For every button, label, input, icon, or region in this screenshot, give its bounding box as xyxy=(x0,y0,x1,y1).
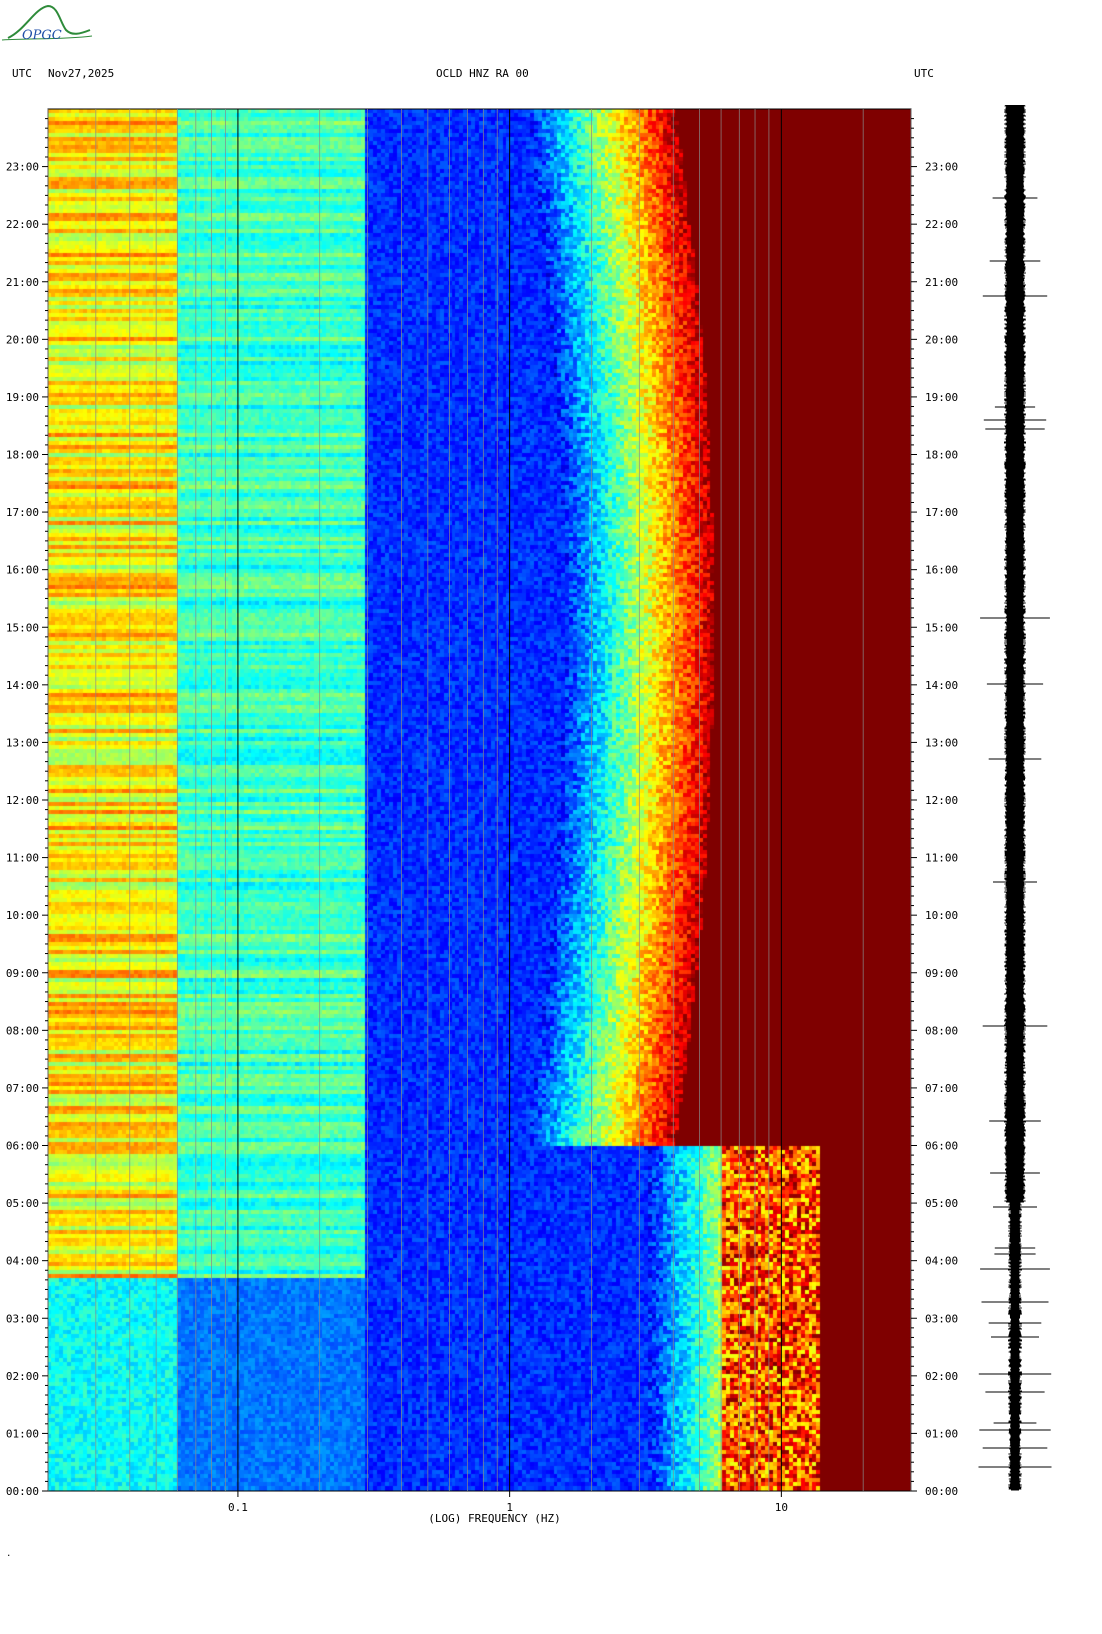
y-tick-label-left: 06:00 xyxy=(6,1140,39,1153)
y-tick-label-left: 14:00 xyxy=(6,679,39,692)
y-tick-label-right: 16:00 xyxy=(925,564,958,577)
y-tick-label-right: 11:00 xyxy=(925,852,958,865)
y-tick-label-left: 09:00 xyxy=(6,967,39,980)
y-tick-label-right: 15:00 xyxy=(925,621,958,634)
spectrogram-chart: 00:00 00:00 01:00 01:00 02:00 02:00 03:00 03:00… xyxy=(6,108,958,1525)
y-tick-label-right: 06:00 xyxy=(925,1140,958,1153)
y-tick-label-left: 07:00 xyxy=(6,1082,39,1095)
y-tick-label-right: 04:00 xyxy=(925,1255,958,1268)
y-tick-label-right: 08:00 xyxy=(925,1024,958,1037)
y-tick-label-left: 08:00 xyxy=(6,1024,39,1037)
y-tick-label-left: 01:00 xyxy=(6,1427,39,1440)
y-tick-label-left: 19:00 xyxy=(6,391,39,404)
y-tick-label-left: 10:00 xyxy=(6,909,39,922)
y-tick-label-right: 17:00 xyxy=(925,506,958,519)
y-tick-label-left: 21:00 xyxy=(6,276,39,289)
y-tick-label-left: 04:00 xyxy=(6,1255,39,1268)
y-tick-label-left: 23:00 xyxy=(6,161,39,174)
utc-right-label: UTC xyxy=(914,67,934,80)
y-tick-label-right: 18:00 xyxy=(925,449,958,462)
y-tick-label-right: 20:00 xyxy=(925,333,958,346)
x-tick-label: 10 xyxy=(775,1501,788,1514)
y-tick-label-right: 00:00 xyxy=(925,1485,958,1498)
x-axis-label: (LOG) FREQUENCY (HZ) xyxy=(428,1512,560,1525)
y-tick-label-right: 13:00 xyxy=(925,736,958,749)
spectrogram-raster xyxy=(48,109,911,1491)
station-title: OCLD HNZ RA 00 xyxy=(436,67,529,80)
y-tick-label-left: 13:00 xyxy=(6,736,39,749)
y-tick-label-left: 11:00 xyxy=(6,852,39,865)
y-tick-label-right: 10:00 xyxy=(925,909,958,922)
y-tick-label-left: 17:00 xyxy=(6,506,39,519)
y-tick-label-left: 18:00 xyxy=(6,449,39,462)
y-tick-label-left: 02:00 xyxy=(6,1370,39,1383)
y-tick-label-right: 09:00 xyxy=(925,967,958,980)
y-tick-label-right: 22:00 xyxy=(925,218,958,231)
y-tick-label-right: 05:00 xyxy=(925,1197,958,1210)
seismogram-trace xyxy=(978,105,1052,1491)
y-tick-label-right: 21:00 xyxy=(925,276,958,289)
y-tick-label-left: 05:00 xyxy=(6,1197,39,1210)
y-tick-label-right: 14:00 xyxy=(925,679,958,692)
y-tick-label-right: 19:00 xyxy=(925,391,958,404)
y-tick-label-right: 12:00 xyxy=(925,794,958,807)
y-tick-label-left: 20:00 xyxy=(6,333,39,346)
seismogram-path xyxy=(978,105,1052,1491)
y-tick-label-left: 15:00 xyxy=(6,621,39,634)
y-tick-label-left: 22:00 xyxy=(6,218,39,231)
x-tick-label: 1 xyxy=(506,1501,513,1514)
date-label: Nov27,2025 xyxy=(48,67,115,80)
y-tick-label-right: 01:00 xyxy=(925,1427,958,1440)
y-tick-label-left: 03:00 xyxy=(6,1312,39,1325)
utc-left-label: UTC xyxy=(12,67,32,80)
y-tick-label-right: 03:00 xyxy=(925,1312,958,1325)
y-tick-label-left: 12:00 xyxy=(6,794,39,807)
opgc-logo: OPGC xyxy=(1,4,93,43)
logo-text: OPGC xyxy=(22,28,62,43)
x-tick-label: 0.1 xyxy=(228,1501,248,1514)
y-tick-label-left: 00:00 xyxy=(6,1485,39,1498)
y-tick-label-right: 23:00 xyxy=(925,161,958,174)
footer-mark: . xyxy=(6,1549,12,1559)
y-tick-label-right: 02:00 xyxy=(925,1370,958,1383)
y-tick-label-left: 16:00 xyxy=(6,564,39,577)
y-tick-label-right: 07:00 xyxy=(925,1082,958,1095)
